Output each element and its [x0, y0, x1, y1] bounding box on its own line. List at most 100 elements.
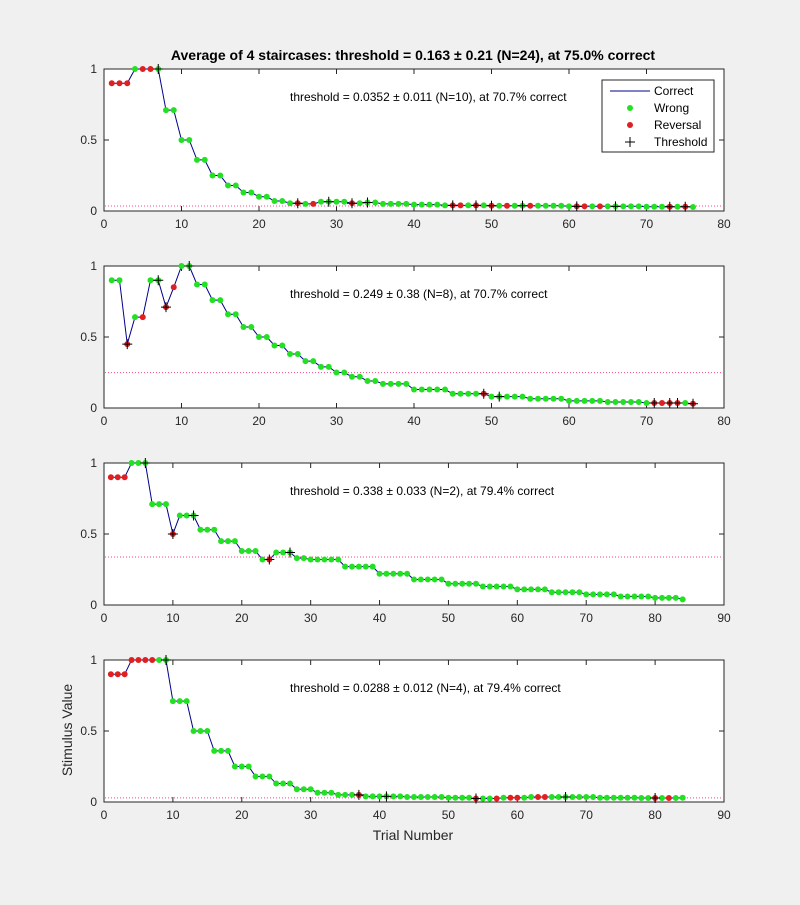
panel-2-trial-point — [318, 363, 324, 370]
panel-3-trial-point — [521, 586, 528, 593]
panel-1-trial-point — [333, 198, 340, 205]
legend-correct-label: Correct — [654, 84, 694, 98]
panel-2-staircase-line — [111, 265, 694, 405]
legend-box — [601, 79, 715, 153]
panel-4-trial-point — [431, 794, 438, 801]
panel-4-trial-point — [314, 789, 321, 796]
panel-2-trial-point — [604, 399, 611, 406]
panel-4-trial-point — [452, 794, 459, 801]
panel-3-x-tick-label: 30 — [304, 611, 318, 625]
panel-3-trial-point — [535, 586, 541, 593]
panel-3-trial-point — [562, 589, 569, 596]
panel-4-trial-point — [631, 794, 638, 801]
panel-4-trial-point — [307, 786, 314, 793]
panel-1-trial-point — [318, 198, 324, 205]
panel-3-trial-point — [128, 460, 135, 466]
panel-2-x-tick-label: 30 — [330, 414, 344, 428]
panel-2-x-tick-label: 60 — [562, 414, 576, 428]
panel-3-trial-point — [638, 593, 645, 600]
panel-1-trial-point — [589, 203, 596, 210]
panel-2-trial-point — [612, 399, 619, 406]
panel-2-trial-point — [535, 395, 541, 402]
panel-3-trial-point — [156, 501, 163, 508]
panel-3-trial-point — [225, 538, 231, 545]
panel-1-reversal-point — [310, 200, 317, 207]
panel-3-trial-point — [204, 526, 211, 533]
panel-2-trial-point — [279, 342, 286, 349]
panel-3-trial-point — [183, 512, 190, 519]
panel-4-trial-point — [252, 773, 259, 780]
panel-4-trial-point — [335, 791, 342, 798]
panel-1-trial-point — [271, 198, 278, 205]
panel-3-x-tick-label: 50 — [442, 611, 456, 625]
panel-1-trial-point — [263, 193, 270, 200]
panel-3-trial-point — [342, 563, 349, 570]
panel-2-threshold-marker — [184, 261, 195, 271]
panel-4-trial-point — [659, 795, 665, 802]
panel-2-trial-point — [380, 380, 386, 387]
panel-2-y-tick-label: 1 — [90, 259, 97, 273]
panel-1-trial-point — [248, 189, 255, 196]
panel-4-trial-point — [479, 795, 486, 802]
panel-3-trial-point — [307, 556, 314, 563]
panel-4-reversal-point — [142, 657, 149, 663]
panel-1-trial-point — [620, 203, 627, 210]
panel-2-threshold-marker — [122, 339, 133, 350]
panel-1-threshold-marker — [471, 200, 481, 211]
panel-3-trial-point — [486, 583, 493, 590]
panel-1-trial-point — [232, 182, 239, 189]
panel-4-trial-point — [679, 794, 686, 801]
panel-1-trial-point — [542, 202, 549, 209]
y-axis-label: Stimulus Value — [59, 684, 75, 777]
panel-1-threshold-marker — [571, 201, 582, 212]
panel-1-trial-point — [496, 202, 503, 209]
panel-4-threshold-marker — [161, 655, 171, 665]
panel-4-x-tick-label: 30 — [304, 808, 318, 822]
panel-3-threshold-marker — [285, 547, 295, 558]
panel-1-trial-point — [465, 202, 472, 209]
panel-1-trial-point — [550, 202, 557, 209]
panel-1-reversal-point — [504, 202, 510, 209]
panel-4-x-tick-label: 90 — [717, 808, 731, 822]
panel-2-trial-point — [581, 397, 588, 404]
panel-3-trial-point — [679, 596, 686, 603]
panel-4-x-tick-label: 0 — [101, 808, 108, 822]
panel-3-trial-point — [445, 580, 452, 587]
panel-3-trial-point — [576, 589, 583, 596]
panel-3-x-tick-label: 60 — [511, 611, 525, 625]
panel-4-trial-point — [156, 657, 163, 663]
panel-4-reversal-point — [135, 657, 142, 663]
panel-4-trial-point — [603, 794, 610, 801]
panel-2-trial-point — [488, 393, 495, 400]
panel-3-trial-point — [362, 563, 369, 570]
panel-4-reversal-point — [121, 671, 128, 678]
panel-3-trial-point — [500, 583, 507, 590]
panel-4-reversal-point — [493, 795, 500, 802]
panel-3-trial-point — [245, 548, 252, 555]
panel-4-trial-point — [445, 794, 452, 801]
panel-3-trial-point — [493, 583, 500, 590]
panel-3-trial-point — [211, 526, 218, 533]
panel-3-trial-point — [176, 512, 183, 519]
panel-3-trial-point — [473, 580, 479, 587]
panel-4-trial-point — [176, 698, 183, 705]
panel-2-trial-point — [209, 297, 216, 304]
legend: Correct Wrong Reversal Threshold — [601, 79, 715, 153]
panel-2-trial-point — [294, 351, 301, 358]
panel-4-trial-point — [610, 794, 617, 801]
panel-2-trial-point — [511, 393, 518, 400]
panel-4-trial-point — [390, 793, 397, 800]
panel-2-x-tick-label: 0 — [101, 414, 108, 428]
panel-2-trial-point — [527, 395, 534, 402]
panel-2-trial-point — [403, 380, 410, 387]
panel-4-reversal-point — [507, 794, 514, 801]
panel-1-y-tick-label: 1 — [90, 62, 97, 76]
panel-4-x-tick-label: 10 — [166, 808, 180, 822]
panel-2-threshold-marker — [688, 398, 698, 409]
panel-4-reversal-point — [149, 657, 156, 663]
panel-1-reversal-point — [116, 80, 123, 87]
panel-1-reversal-point — [124, 80, 131, 87]
panel-3-trial-point — [280, 549, 287, 556]
